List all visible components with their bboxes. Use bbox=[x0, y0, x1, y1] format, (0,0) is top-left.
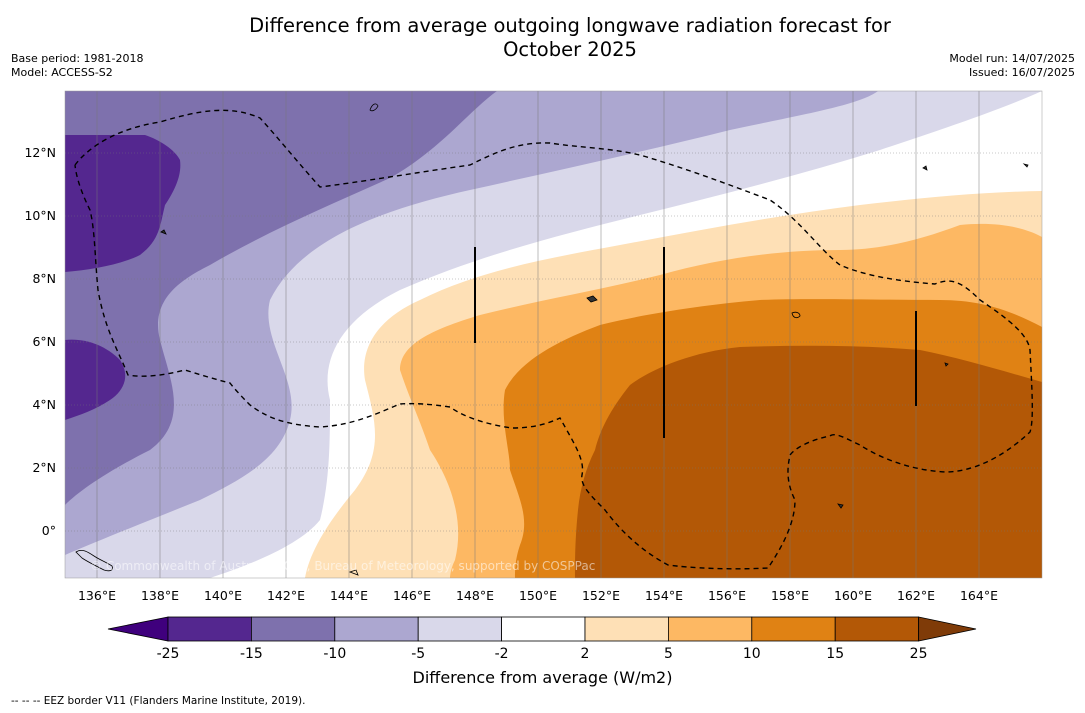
lat-tick-label: 2°N bbox=[32, 460, 56, 475]
colorbar-swatch bbox=[250, 616, 336, 642]
colorbar-swatch bbox=[751, 616, 836, 642]
lon-tick-label: 154°E bbox=[645, 588, 683, 603]
eez-border bbox=[74, 109, 1034, 570]
colorbar-tick-label: -5 bbox=[411, 646, 425, 662]
grid-lines bbox=[65, 91, 1042, 578]
colorbar-swatch bbox=[668, 616, 753, 642]
lon-tick-label: 160°E bbox=[834, 588, 872, 603]
colorbar-swatch bbox=[501, 616, 586, 642]
lon-tick-label: 164°E bbox=[960, 588, 998, 603]
colorbar-tick-label: 15 bbox=[826, 646, 844, 662]
lon-tick-label: 158°E bbox=[771, 588, 809, 603]
lon-tick-labels: 136°E 138°E 140°E 142°E 144°E 146°E 148°E 150°E… bbox=[78, 588, 998, 603]
colorbar-extend-low bbox=[107, 616, 169, 642]
title-line-2: October 2025 bbox=[503, 38, 637, 61]
colorbar-tick-label: -25 bbox=[157, 646, 180, 662]
forecast-map: © Commonwealth of Australia 2025, Bureau… bbox=[65, 91, 1042, 578]
islands bbox=[75, 103, 1029, 576]
title-line-1: Difference from average outgoing longwav… bbox=[249, 14, 891, 37]
lon-tick-label: 162°E bbox=[897, 588, 935, 603]
longitude-markers bbox=[474, 247, 917, 438]
lat-tick-label: 4°N bbox=[32, 397, 56, 412]
colorbar-swatch bbox=[334, 616, 419, 642]
issued-date: Issued: 16/07/2025 bbox=[968, 66, 1075, 79]
band-minus-25-south bbox=[65, 339, 126, 420]
lon-tick-label: 150°E bbox=[519, 588, 557, 603]
lon-tick-label: 138°E bbox=[141, 588, 179, 603]
lon-tick-label: 152°E bbox=[582, 588, 620, 603]
colorbar-tick-label: 10 bbox=[743, 646, 761, 662]
colorbar bbox=[107, 616, 977, 642]
colorbar-extend-high bbox=[918, 616, 977, 642]
colorbar-swatch bbox=[167, 616, 252, 642]
meta-left: Base period: 1981-2018 Model: ACCESS-S2 bbox=[11, 52, 143, 80]
colorbar-title: Difference from average (W/m2) bbox=[412, 668, 673, 687]
lat-tick-label: 0° bbox=[42, 523, 56, 538]
model-run: Model run: 14/07/2025 bbox=[949, 52, 1075, 65]
band-plus-15 bbox=[575, 345, 1042, 578]
colorbar-swatch bbox=[834, 616, 920, 642]
colorbar-tick-label: 5 bbox=[664, 646, 673, 662]
lon-tick-label: 142°E bbox=[267, 588, 305, 603]
colorbar-tick-label: -15 bbox=[240, 646, 263, 662]
band-minus-25-north bbox=[65, 135, 181, 272]
colorbar-swatch bbox=[584, 616, 669, 642]
lat-tick-label: 6°N bbox=[32, 334, 56, 349]
footnote: -- -- -- EEZ border V11 (Flanders Marine… bbox=[11, 695, 306, 707]
lon-tick-label: 146°E bbox=[393, 588, 431, 603]
copyright-text: © Commonwealth of Australia 2025, Bureau… bbox=[90, 559, 595, 573]
lat-tick-label: 12°N bbox=[24, 145, 56, 160]
lat-tick-labels: 0° 2°N 4°N 6°N 8°N 10°N 12°N bbox=[24, 145, 56, 538]
map-frame bbox=[64, 90, 1043, 579]
colorbar-tick-label: 25 bbox=[910, 646, 928, 662]
lat-tick-label: 10°N bbox=[24, 208, 56, 223]
colorbar-labels: -25 -15 -10 -5 -2 2 5 10 15 25 bbox=[157, 646, 928, 662]
lon-tick-label: 148°E bbox=[456, 588, 494, 603]
meta-right: Model run: 14/07/2025 Issued: 16/07/2025 bbox=[949, 52, 1075, 80]
lon-tick-label: 156°E bbox=[708, 588, 746, 603]
colorbar-tick-label: 2 bbox=[581, 646, 590, 662]
model-name: Model: ACCESS-S2 bbox=[11, 66, 113, 79]
colorbar-swatch bbox=[417, 616, 503, 642]
lon-tick-label: 140°E bbox=[204, 588, 242, 603]
base-period: Base period: 1981-2018 bbox=[11, 52, 144, 65]
colorbar-tick-label: -2 bbox=[495, 646, 509, 662]
lon-tick-label: 144°E bbox=[330, 588, 368, 603]
colorbar-tick-label: -10 bbox=[323, 646, 346, 662]
map-title: Difference from average outgoing longwav… bbox=[170, 14, 970, 62]
lon-tick-label: 136°E bbox=[78, 588, 116, 603]
lat-tick-label: 8°N bbox=[32, 271, 56, 286]
